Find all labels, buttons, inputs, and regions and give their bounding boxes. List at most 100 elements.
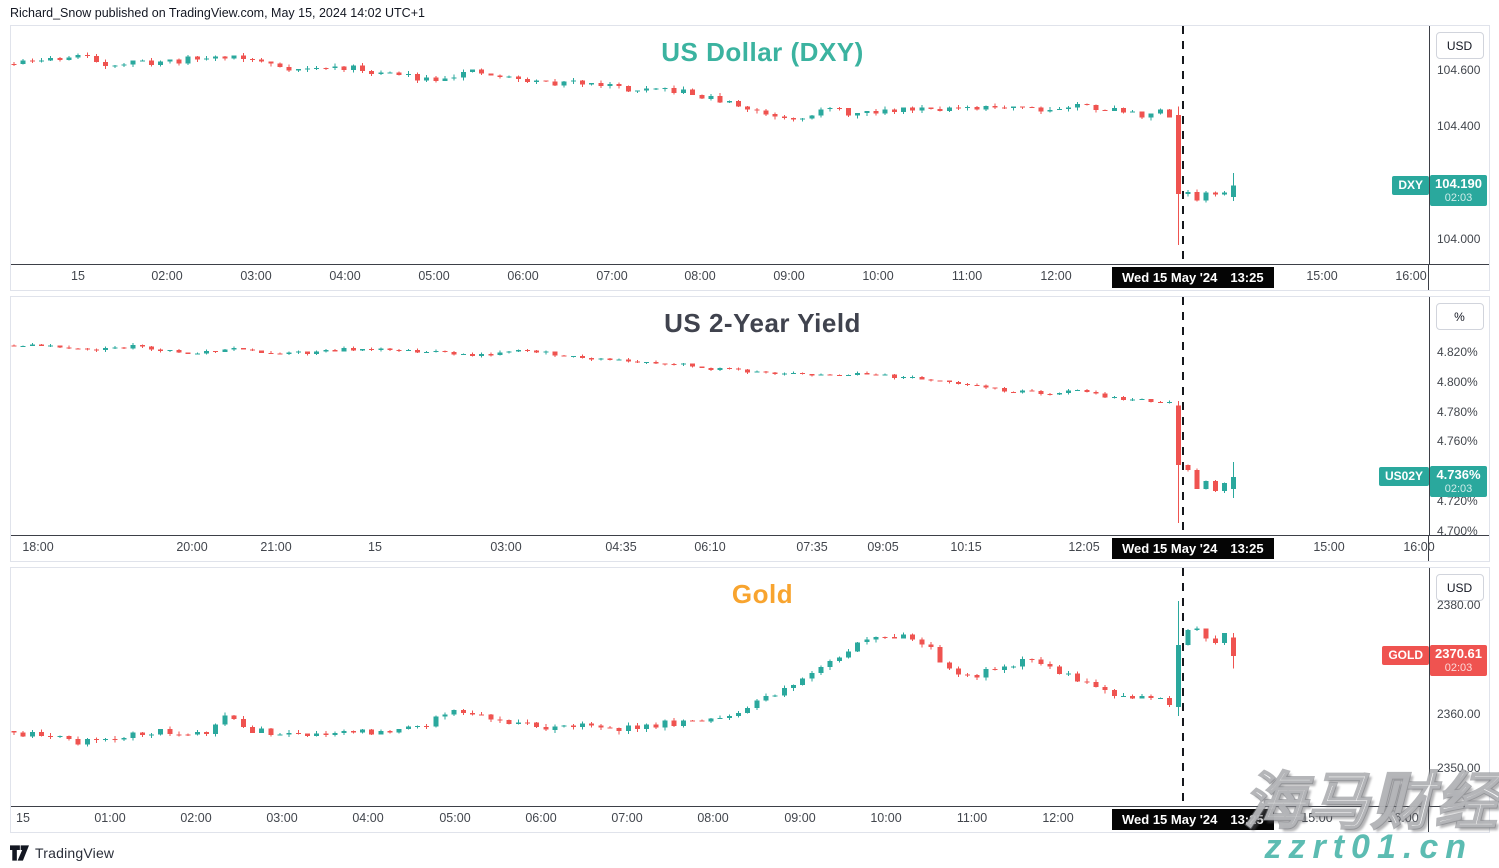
time-tick-label: 07:00	[611, 811, 643, 825]
price-tick-label: 4.720%	[1437, 493, 1478, 508]
time-tick-label: 06:00	[507, 269, 539, 283]
time-tick-label: 08:00	[697, 811, 729, 825]
event-date: Wed 15 May '24	[1122, 270, 1218, 285]
price-tick-label: 104.000	[1437, 232, 1481, 247]
unit-button[interactable]: USD	[1435, 574, 1484, 601]
symbol-label-chip: DXY	[1392, 175, 1429, 195]
price-tick-label: 4.760%	[1437, 434, 1478, 449]
time-scale[interactable]: Wed 15 May '24 13:25 18:00 20:00 21:00 15 03…	[11, 535, 1489, 561]
time-tick-label: 03:00	[266, 811, 298, 825]
price-tick-label: 4.820%	[1437, 345, 1478, 360]
time-tick-label: 02:00	[151, 269, 183, 283]
time-tick-label: 15:00	[1301, 811, 1333, 825]
last-price-badge: 104.190 02:03	[1430, 174, 1487, 206]
time-tick-label: 01:00	[94, 811, 126, 825]
axis-corner-line	[1428, 536, 1429, 561]
time-tick-label: 12:00	[1042, 811, 1074, 825]
time-tick-label: 16:00	[1403, 540, 1435, 554]
time-tick-label: 15:00	[1313, 540, 1345, 554]
event-date: Wed 15 May '24	[1122, 541, 1218, 556]
chart-panel-dxy: US Dollar (DXY) DXY USD 104.190 02:03 10…	[10, 25, 1490, 291]
time-tick-label: 10:00	[862, 269, 894, 283]
last-price-value: 2370.61	[1435, 645, 1482, 661]
panel-title: US 2-Year Yield	[664, 308, 861, 338]
time-tick-label: 07:00	[596, 269, 628, 283]
event-time-badge: Wed 15 May '24 13:25	[1112, 538, 1274, 559]
time-tick-label: 09:00	[784, 811, 816, 825]
tradingview-wordmark[interactable]: TradingView	[35, 845, 115, 861]
time-tick-label: 07:35	[796, 540, 828, 554]
chart-canvas[interactable]: US Dollar (DXY) DXY	[11, 26, 1429, 264]
time-tick-label: 11:00	[951, 269, 983, 283]
tradingview-logo-icon[interactable]	[10, 845, 29, 861]
time-tick-label: 09:00	[773, 269, 805, 283]
event-date: Wed 15 May '24	[1122, 812, 1218, 827]
event-marker-line	[1182, 26, 1184, 264]
price-scale[interactable]: % 4.736% 02:03 4.820% 4.800% 4.780% 4.760% 4…	[1429, 297, 1489, 538]
time-tick-label: 16:00	[1387, 811, 1419, 825]
time-tick-label: 20:00	[176, 540, 208, 554]
time-tick-label: 15:00	[1306, 269, 1338, 283]
time-tick-label: 12:00	[1040, 269, 1072, 283]
time-tick-label: 21:00	[260, 540, 292, 554]
time-tick-label: 04:00	[329, 269, 361, 283]
price-tick-label: 2380.00	[1437, 597, 1481, 612]
last-price-value: 4.736%	[1436, 466, 1481, 482]
chart-panels: US Dollar (DXY) DXY USD 104.190 02:03 10…	[0, 25, 1499, 833]
time-tick-label: 03:00	[240, 269, 272, 283]
time-tick-label: 10:15	[950, 540, 982, 554]
unit-button[interactable]: %	[1435, 303, 1484, 330]
time-scale[interactable]: Wed 15 May '24 13:25 15 01:00 02:00 03:00 04…	[11, 806, 1489, 832]
chart-panel-gold: Gold GOLD USD 2370.61 02:03 2380.002370.…	[10, 567, 1490, 833]
time-tick-label: 05:00	[418, 269, 450, 283]
chart-canvas[interactable]: Gold GOLD	[11, 568, 1429, 806]
price-tick-label: 2350.00	[1437, 761, 1481, 776]
event-time: 13:25	[1230, 812, 1264, 827]
price-scale[interactable]: USD 2370.61 02:03 2380.002370.002360.002…	[1429, 568, 1489, 806]
event-marker-line	[1182, 568, 1184, 806]
event-time: 13:25	[1230, 270, 1264, 285]
last-price-badge: 2370.61 02:03	[1430, 644, 1487, 676]
time-tick-label: 04:35	[605, 540, 637, 554]
axis-corner-line	[1428, 265, 1429, 290]
time-tick-label: 15	[16, 811, 30, 825]
unit-button[interactable]: USD	[1435, 32, 1484, 59]
event-time-badge: Wed 15 May '24 13:25	[1112, 809, 1274, 830]
time-tick-label: 12:05	[1068, 540, 1100, 554]
time-tick-label: 15	[71, 269, 85, 283]
panel-title: Gold	[731, 579, 794, 609]
candlestick-series	[11, 342, 1237, 524]
bar-countdown: 02:03	[1444, 191, 1473, 204]
bar-countdown: 02:03	[1444, 661, 1473, 674]
time-tick-label: 15	[368, 540, 382, 554]
price-tick-label: 4.800%	[1437, 374, 1478, 389]
last-price-badge: 4.736% 02:03	[1430, 465, 1487, 497]
candlestick-series	[11, 52, 1237, 245]
chart-panel-us02y: US 2-Year Yield US02Y % 4.736% 02:03 4.8…	[10, 296, 1490, 562]
time-scale[interactable]: Wed 15 May '24 13:25 15 02:00 03:00 04:00 05…	[11, 264, 1489, 290]
time-tick-label: 10:00	[870, 811, 902, 825]
time-tick-label: 11:00	[956, 811, 988, 825]
time-tick-label: 06:00	[525, 811, 557, 825]
time-tick-label: 03:00	[490, 540, 522, 554]
axis-corner-line	[1428, 807, 1429, 832]
event-time-badge: Wed 15 May '24 13:25	[1112, 267, 1274, 288]
panel-title: US Dollar (DXY)	[661, 37, 864, 67]
chart-canvas[interactable]: US 2-Year Yield US02Y	[11, 297, 1429, 535]
candlestick-series	[11, 600, 1237, 747]
price-tick-label: 104.400	[1437, 119, 1481, 134]
time-tick-label: 09:05	[867, 540, 899, 554]
price-scale[interactable]: USD 104.190 02:03 104.600104.400104.2001…	[1429, 26, 1489, 264]
time-tick-label: 08:00	[684, 269, 716, 283]
time-tick-label: 18:00	[22, 540, 54, 554]
price-tick-label: 4.780%	[1437, 404, 1478, 419]
last-price-value: 104.190	[1435, 175, 1482, 191]
time-tick-label: 04:00	[352, 811, 384, 825]
time-tick-label: 06:10	[694, 540, 726, 554]
price-tick-label: 104.600	[1437, 62, 1481, 77]
bar-countdown: 02:03	[1444, 482, 1473, 495]
symbol-label-chip: GOLD	[1382, 645, 1429, 665]
time-tick-label: 02:00	[180, 811, 212, 825]
time-tick-label: 16:00	[1395, 269, 1427, 283]
event-time: 13:25	[1230, 541, 1264, 556]
